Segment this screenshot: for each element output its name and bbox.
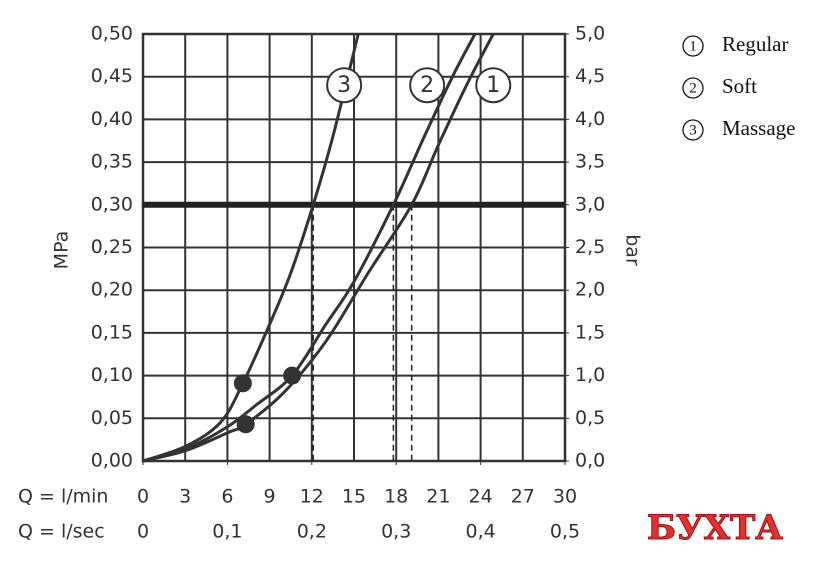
curve-marker-label: 1 (486, 73, 500, 98)
y-tick-label: 0,25 (91, 236, 133, 258)
y2-tick-label: 1,5 (575, 321, 605, 343)
x-tick-label: 24 (469, 486, 493, 508)
x-tick-label: 12 (300, 486, 324, 508)
y2-tick-label: 2,0 (575, 279, 605, 301)
y2-tick-label: 3,5 (575, 151, 605, 173)
legend-label: Massage (722, 116, 795, 140)
y-tick-label: 0,20 (91, 279, 133, 301)
legend-symbol-label: 2 (689, 80, 697, 96)
x-tick-label: 6 (221, 486, 233, 508)
series-line (142, 33, 360, 463)
y-tick-label: 0,30 (91, 193, 133, 215)
y-tick-label: 0,35 (91, 151, 133, 173)
x2-tick-label: 0,4 (465, 521, 495, 543)
y2-tick-label: 0,0 (575, 450, 605, 472)
legend-symbol-label: 3 (689, 122, 697, 138)
watermark: БУХТА (647, 508, 783, 548)
curve-marker (326, 67, 363, 104)
curve-marker-label: 3 (337, 73, 351, 98)
x-tick-label: 15 (342, 486, 366, 508)
y2-tick-label: 3,0 (575, 193, 605, 215)
y2-axis-title: bar (622, 234, 644, 266)
point (283, 366, 302, 385)
series-line (142, 33, 495, 463)
curve-marker (409, 67, 446, 104)
y-tick-label: 0,05 (91, 407, 133, 429)
point (236, 415, 255, 434)
y2-tick-label: 0,5 (575, 407, 605, 429)
x2-tick-label: 0 (137, 521, 149, 543)
x-axis-title: Q = l/min (18, 486, 108, 508)
legend-label: Regular (722, 32, 788, 56)
x2-axis-title: Q = l/sec (18, 521, 105, 543)
plot-frame (141, 32, 567, 463)
point (233, 374, 252, 393)
legend-symbol (682, 119, 704, 141)
x2-tick-label: 0,5 (550, 521, 580, 543)
y-axis-title: MPa (51, 231, 73, 270)
y2-tick-label: 2,5 (575, 236, 605, 258)
legend-symbol (682, 35, 704, 57)
y2-tick-label: 4,5 (575, 65, 605, 87)
y2-tick-label: 5,0 (575, 23, 605, 45)
legend-symbol-label: 1 (689, 38, 697, 54)
x-tick-label: 30 (553, 486, 577, 508)
x-tick-label: 3 (179, 486, 191, 508)
x-tick-label: 27 (511, 486, 535, 508)
y-tick-label: 0,15 (91, 321, 133, 343)
y-tick-label: 0,00 (91, 450, 133, 472)
y2-tick-label: 1,0 (575, 364, 605, 386)
x2-tick-label: 0,2 (297, 521, 327, 543)
curve-marker (475, 67, 512, 104)
x-tick-label: 18 (384, 486, 408, 508)
y-tick-label: 0,10 (91, 364, 133, 386)
x-tick-label: 21 (426, 486, 450, 508)
y2-tick-label: 4,0 (575, 108, 605, 130)
x2-tick-label: 0,3 (381, 521, 411, 543)
x-tick-label: 0 (137, 486, 149, 508)
x2-tick-label: 0,1 (212, 521, 242, 543)
y-tick-label: 0,50 (91, 23, 133, 45)
x-tick-label: 9 (264, 486, 276, 508)
curve-marker-label: 2 (420, 73, 434, 98)
y-tick-label: 0,40 (91, 108, 133, 130)
series-line (142, 33, 477, 463)
legend-label: Soft (722, 74, 757, 98)
legend-symbol (682, 77, 704, 99)
y-tick-label: 0,45 (91, 65, 133, 87)
